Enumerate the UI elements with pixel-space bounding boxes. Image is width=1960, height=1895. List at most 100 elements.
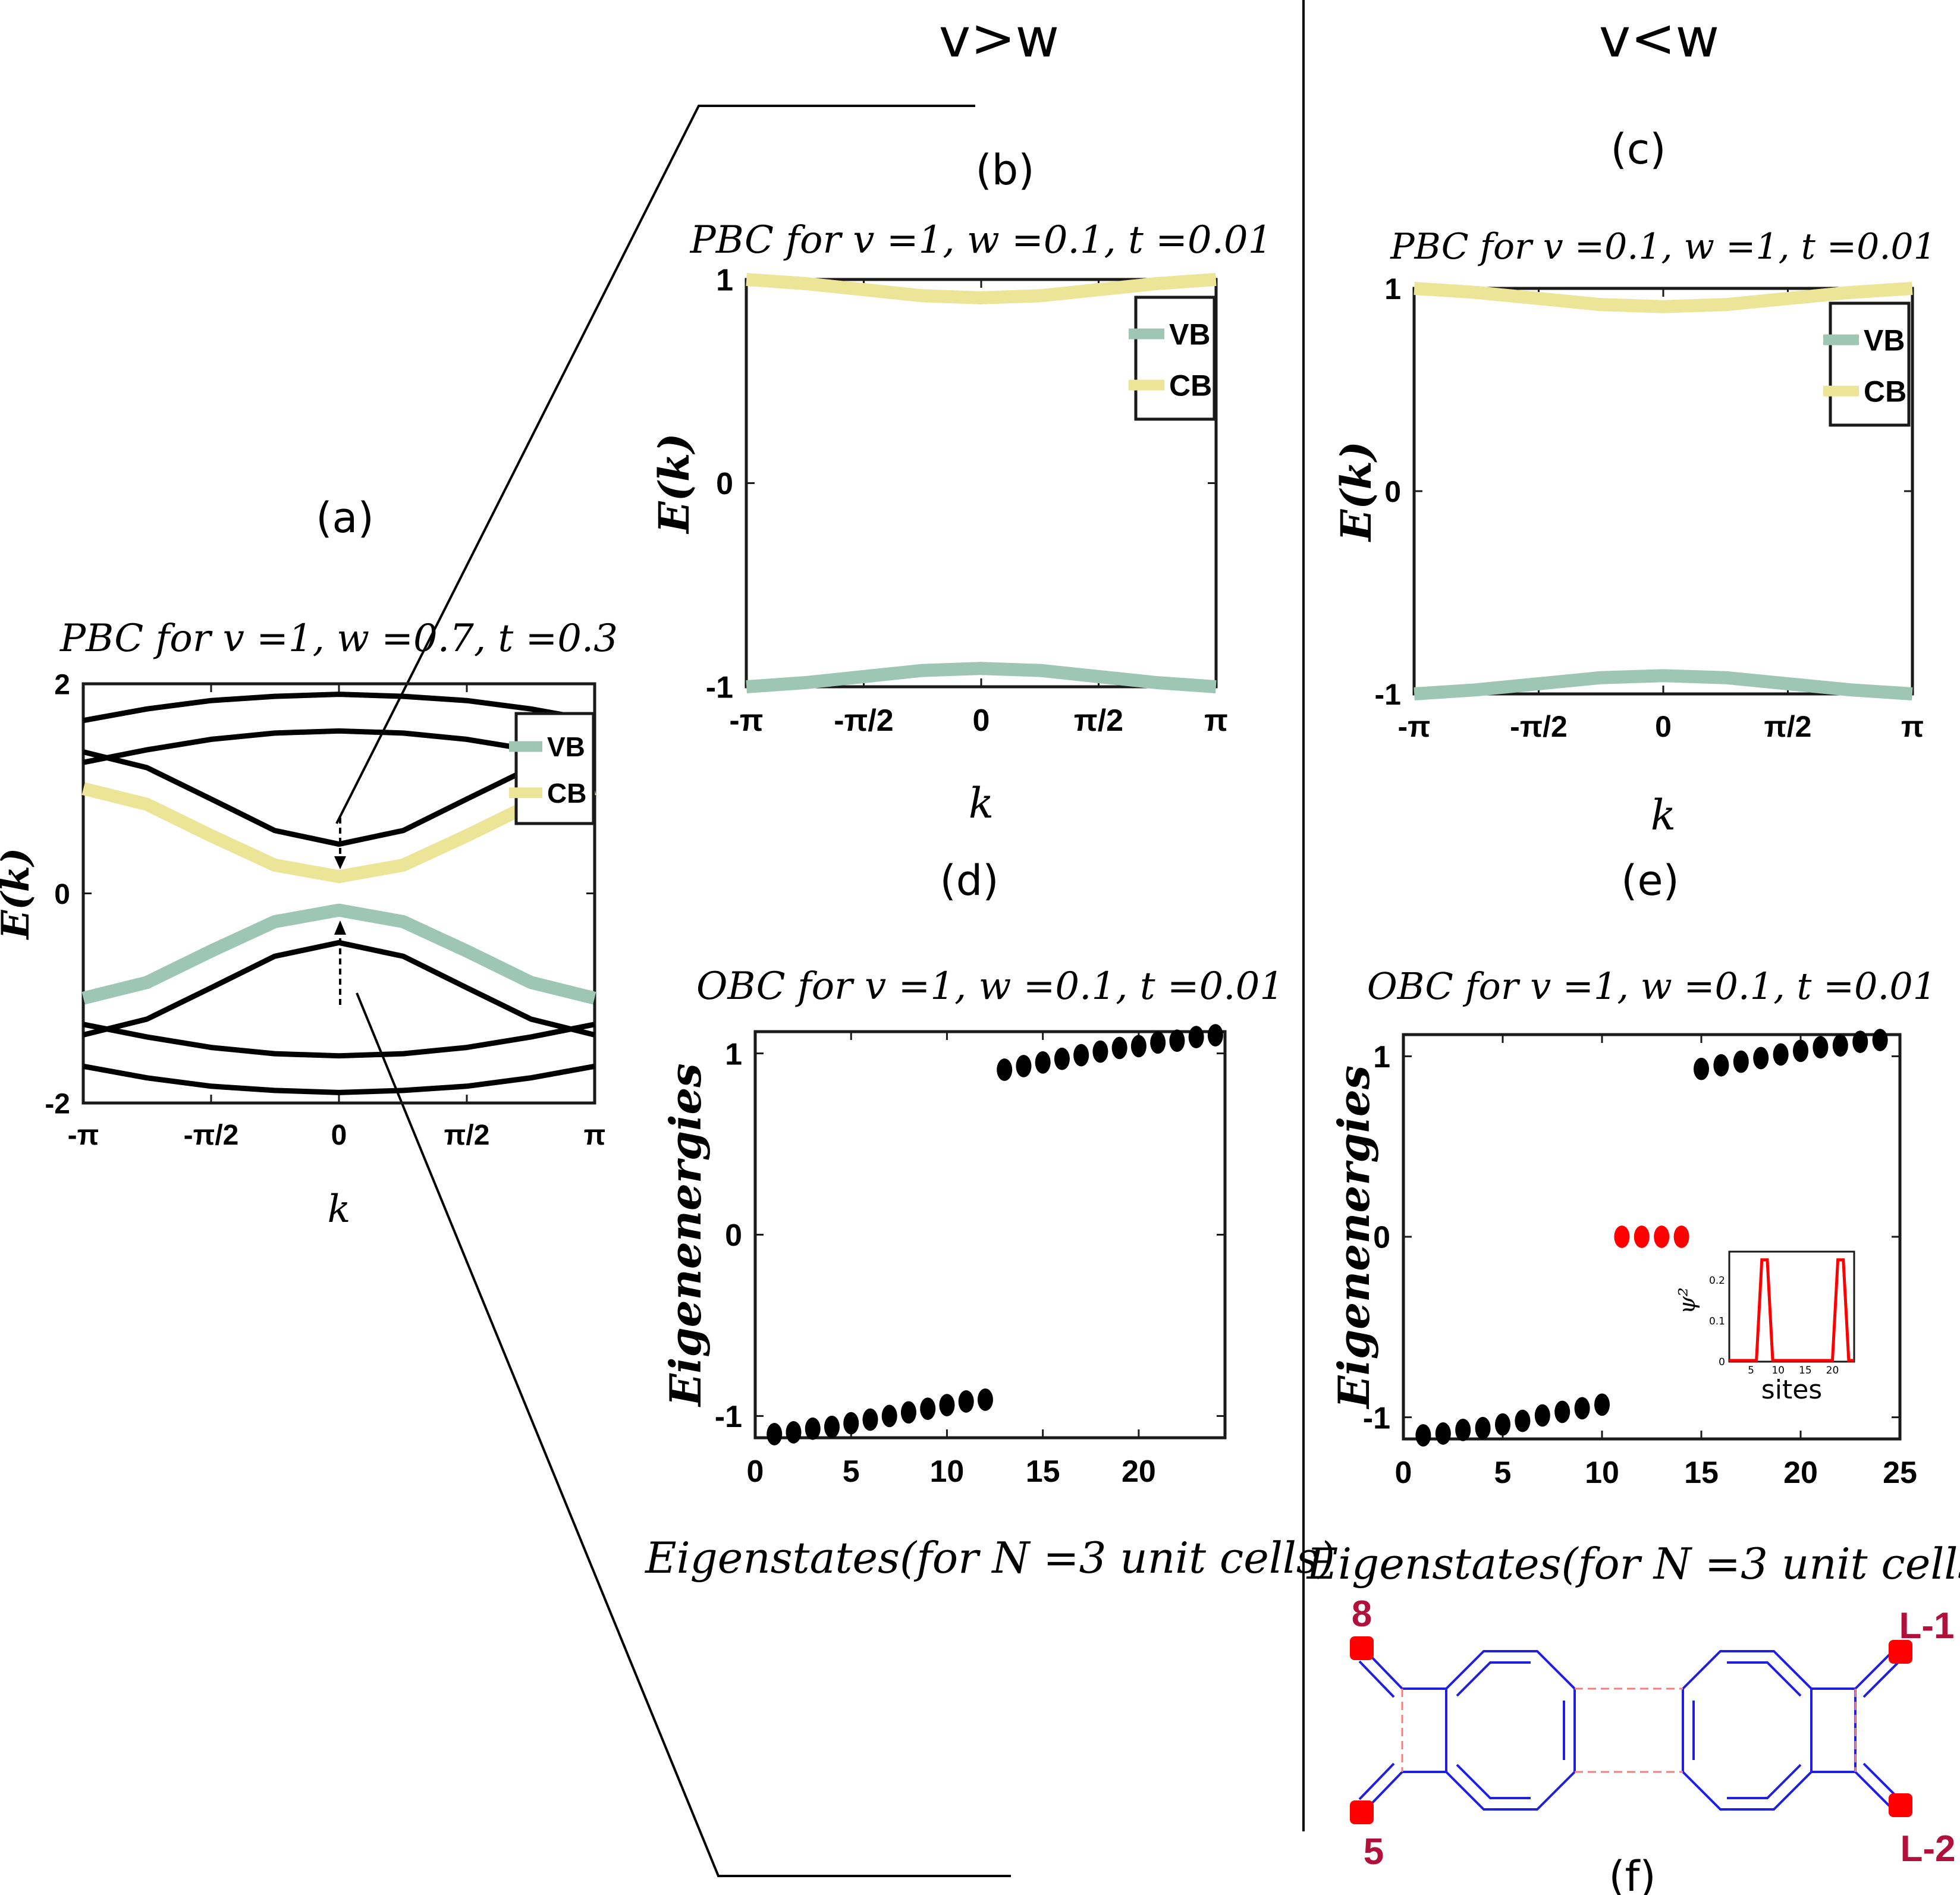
legend-box-b	[1134, 296, 1216, 421]
data-point-e	[1415, 1424, 1431, 1447]
y-axis-label-a: E(k)	[0, 848, 38, 941]
data-point-d	[1188, 1026, 1204, 1048]
y-tick-label-c: -1	[1375, 678, 1401, 711]
x-axis-label-d: Eigenstates(for N =3 unit cells)	[644, 1533, 1335, 1583]
x-tick-label-c: π	[1901, 710, 1924, 743]
y-tick-label-b: 1	[716, 263, 733, 298]
data-point-d	[862, 1408, 878, 1431]
data-point-d	[767, 1423, 783, 1445]
chart-a: -π -π/2 0 π/2 π -2 0 2 PBC for v =1, w =0.7, t =…	[0, 617, 618, 1231]
series-line-a-7	[83, 1063, 595, 1095]
y-axis-label-e: Eigenenergies	[1328, 1066, 1379, 1410]
data-point-d	[1207, 1024, 1223, 1047]
x-tick-label-a: 0	[331, 1120, 347, 1151]
data-point-e	[1753, 1047, 1769, 1070]
data-point-e	[1534, 1404, 1550, 1427]
legend-label-cb: CB	[547, 778, 586, 809]
series-line-a-2	[83, 749, 595, 847]
legend-a: VB CB	[509, 712, 595, 825]
data-point-e	[1455, 1418, 1471, 1441]
data-point-d	[939, 1394, 955, 1416]
data-point-e	[1733, 1050, 1749, 1073]
data-point-e	[1713, 1054, 1729, 1077]
series-line-a-0	[83, 692, 595, 724]
arrow-up-head	[334, 920, 346, 935]
x-tick-label-a: -π/2	[184, 1120, 239, 1151]
data-point-d	[843, 1412, 859, 1435]
data-point-d	[1054, 1047, 1070, 1070]
zoom-line-bottom	[356, 992, 1011, 1877]
series-line-a-4	[81, 903, 596, 1005]
data-point-e	[1634, 1225, 1650, 1248]
x-tick-label-b: -π	[729, 703, 763, 738]
x-tick-label-e: 0	[1395, 1456, 1412, 1490]
data-point-e	[1694, 1057, 1709, 1080]
y-tick-label-d: 0	[725, 1218, 742, 1253]
legend-label-vb: VB	[1864, 324, 1905, 357]
edge-site-L-1	[1889, 1640, 1912, 1664]
data-point-d	[824, 1415, 840, 1438]
y-tick-label-b: 0	[716, 467, 733, 501]
data-point-d	[1150, 1031, 1166, 1054]
edge-sites	[1350, 1636, 1912, 1824]
lattice-weak-bonds	[1401, 1687, 1857, 1773]
y-tick-label-e: -1	[1363, 1401, 1390, 1435]
inset-y-axis-label: ψ²	[1674, 1287, 1700, 1314]
data-point-e	[1594, 1393, 1610, 1416]
y-tick-label-a: -2	[45, 1088, 70, 1120]
legend-label-cb: CB	[1169, 369, 1212, 403]
legend-box-a	[514, 712, 595, 825]
data-point-e	[1673, 1225, 1689, 1248]
data-point-d	[1092, 1040, 1108, 1063]
y-tick-label-c: 1	[1384, 272, 1401, 306]
y-tick-label-c: 0	[1384, 475, 1401, 508]
data-point-e	[1614, 1225, 1630, 1248]
chart-c: -π -π/2 0 π/2 π -1 0 1 PBC for v =0.1, w =1, t =…	[1331, 226, 1936, 840]
y-tick-label-e: 0	[1373, 1221, 1390, 1255]
series-line-c-0	[1414, 282, 1913, 313]
x-tick-label-b: 0	[973, 703, 990, 738]
zoom-line-top	[335, 105, 975, 824]
lattice-diagram	[1350, 1636, 1912, 1824]
panel-label-f: (f)	[1609, 1852, 1656, 1895]
legend-label-cb: CB	[1864, 375, 1906, 408]
x-tick-label-d: 10	[930, 1454, 965, 1489]
data-point-d	[1169, 1029, 1185, 1052]
site-label-8: 8	[1352, 1594, 1372, 1635]
series-line-b-1	[746, 662, 1217, 693]
data-point-e	[1515, 1409, 1531, 1432]
site-label-L-1: L-1	[1899, 1605, 1955, 1646]
y-tick-label-d: 1	[725, 1037, 742, 1071]
lattice-bonds	[1358, 1650, 1902, 1811]
data-point-d	[1130, 1035, 1147, 1058]
inset-y-tick-label: 0.2	[1709, 1275, 1725, 1287]
series-line-a-5	[83, 939, 595, 1038]
chart-title-a: PBC for v =1, w =0.7, t =0.3	[59, 617, 618, 661]
chart-title-e: OBC for v =1, w =0.1, t =0.01	[1367, 964, 1936, 1008]
inset-series-line	[1729, 1258, 1854, 1362]
plot-area-e	[1402, 1033, 1902, 1441]
data-point-e	[1813, 1036, 1829, 1059]
inset-y-tick-label: 0	[1719, 1356, 1725, 1368]
x-tick-label-e: 25	[1883, 1456, 1917, 1490]
data-point-e	[1435, 1422, 1451, 1445]
x-axis-label-a: k	[328, 1187, 351, 1231]
y-tick-label-a: 0	[54, 879, 70, 910]
x-tick-label-d: 20	[1122, 1454, 1156, 1489]
x-tick-label-a: π/2	[444, 1120, 490, 1151]
x-tick-label-c: -π	[1398, 710, 1431, 743]
edge-site-L-2	[1889, 1793, 1912, 1817]
x-tick-label-e: 5	[1494, 1456, 1512, 1490]
x-tick-label-d: 15	[1026, 1454, 1060, 1489]
data-point-d	[1073, 1044, 1089, 1067]
x-axis-label-b: k	[969, 779, 994, 828]
y-tick-label-d: -1	[715, 1400, 742, 1434]
data-point-d	[786, 1421, 802, 1444]
data-point-d	[1111, 1036, 1127, 1060]
legend-label-vb: VB	[547, 731, 585, 762]
data-point-e	[1872, 1029, 1888, 1051]
